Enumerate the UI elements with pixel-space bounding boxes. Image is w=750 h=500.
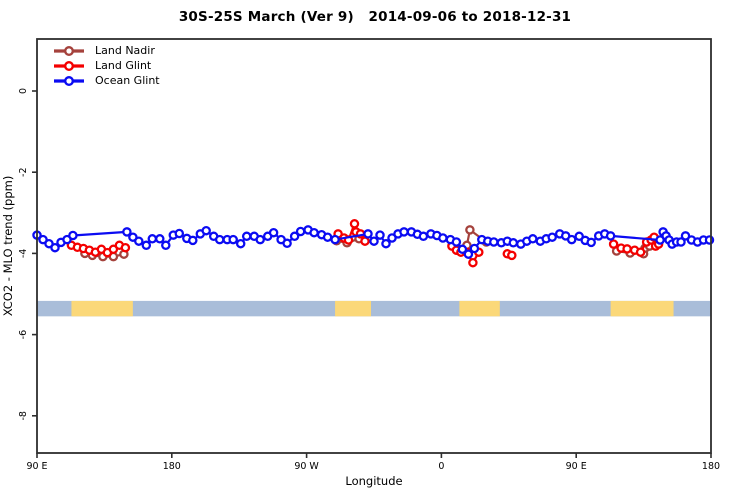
data-point xyxy=(282,238,292,249)
data-point xyxy=(547,232,557,242)
data-point xyxy=(438,233,448,243)
data-point xyxy=(50,242,60,253)
data-point xyxy=(330,234,340,245)
data-point xyxy=(655,235,665,245)
legend-item-ocean-glint: Ocean Glint xyxy=(52,74,160,88)
data-point xyxy=(704,235,715,245)
data-point xyxy=(322,232,333,242)
legend-marker-land-glint-icon xyxy=(54,61,84,71)
legend: Land Nadir Land Glint Ocean Glint xyxy=(52,44,160,88)
data-point xyxy=(289,231,300,242)
data-point xyxy=(468,257,478,268)
x-tick-label: 90 W xyxy=(294,461,319,472)
land-band-segment xyxy=(459,300,500,317)
data-point xyxy=(134,236,144,246)
axis-tick-layer: 90 E 180 90 W 0 90 E 180 0 -2 -4 -6 -8 xyxy=(18,88,720,472)
data-point xyxy=(605,231,616,241)
data-point xyxy=(68,230,78,241)
data-point xyxy=(457,244,468,255)
data-point xyxy=(387,233,397,243)
data-point xyxy=(349,219,360,229)
ocean-band-segment xyxy=(37,300,711,317)
data-point xyxy=(489,237,499,247)
data-point xyxy=(574,231,584,242)
y-tick-label: -8 xyxy=(18,411,29,420)
data-point xyxy=(680,231,691,241)
legend-item-land-glint: Land Glint xyxy=(52,59,160,73)
land-band-segment xyxy=(335,300,372,317)
data-point xyxy=(120,242,131,253)
y-axis-title: XCO2 - MLO trend (ppm) xyxy=(1,176,15,317)
legend-label: Land Glint xyxy=(95,59,152,72)
data-point xyxy=(255,234,265,245)
x-tick-label: 0 xyxy=(438,461,444,472)
y-tick-label: -6 xyxy=(18,330,29,339)
data-point xyxy=(465,225,475,235)
data-point xyxy=(147,234,158,244)
legend-marker-land-nadir-icon xyxy=(54,46,84,56)
surface-band-layer xyxy=(37,300,711,317)
x-axis-title: Longitude xyxy=(345,474,402,488)
series-layer xyxy=(32,219,715,268)
y-tick-label: -4 xyxy=(18,249,29,258)
data-point xyxy=(122,227,132,237)
data-point xyxy=(141,240,152,251)
data-point xyxy=(235,238,246,249)
data-point xyxy=(566,234,577,245)
data-point xyxy=(469,243,480,254)
data-point xyxy=(399,227,409,237)
land-band-segment xyxy=(610,300,674,317)
data-point xyxy=(418,231,429,242)
data-point xyxy=(174,228,185,239)
data-point xyxy=(188,235,198,246)
data-point xyxy=(38,234,48,245)
data-point xyxy=(463,249,474,259)
data-point xyxy=(586,237,596,248)
data-point xyxy=(608,239,619,249)
data-point xyxy=(451,237,462,247)
land-band-segment xyxy=(71,300,133,317)
chart-title: 30S-25S March (Ver 9) 2014-09-06 to 2018… xyxy=(178,9,572,25)
data-point xyxy=(507,250,517,261)
data-point xyxy=(508,238,519,248)
data-point xyxy=(228,234,238,245)
data-point xyxy=(241,231,252,242)
y-tick-label: -2 xyxy=(18,167,29,176)
data-point xyxy=(295,226,306,237)
data-point xyxy=(309,227,319,238)
data-point xyxy=(268,227,279,238)
x-tick-label: 180 xyxy=(702,461,720,472)
legend-label: Land Nadir xyxy=(95,44,155,57)
data-point xyxy=(369,236,379,246)
data-point xyxy=(528,234,538,244)
data-point xyxy=(375,230,385,240)
data-point xyxy=(155,234,165,244)
data-point xyxy=(161,240,171,251)
data-point xyxy=(676,237,686,247)
y-tick-label: 0 xyxy=(18,88,29,94)
x-tick-label: 90 E xyxy=(26,461,47,472)
data-point xyxy=(363,229,373,239)
data-point xyxy=(360,236,370,246)
data-point xyxy=(201,225,211,236)
data-point xyxy=(622,244,632,254)
legend-marker-ocean-glint-icon xyxy=(54,76,84,86)
data-point xyxy=(635,247,646,257)
x-tick-label: 180 xyxy=(163,461,181,472)
data-point xyxy=(214,234,225,245)
data-point xyxy=(381,238,391,249)
legend-label: Ocean Glint xyxy=(95,74,160,87)
legend-item-land-nadir: Land Nadir xyxy=(52,44,160,58)
x-tick-label: 90 E xyxy=(566,461,587,472)
plot-frame xyxy=(36,38,712,454)
